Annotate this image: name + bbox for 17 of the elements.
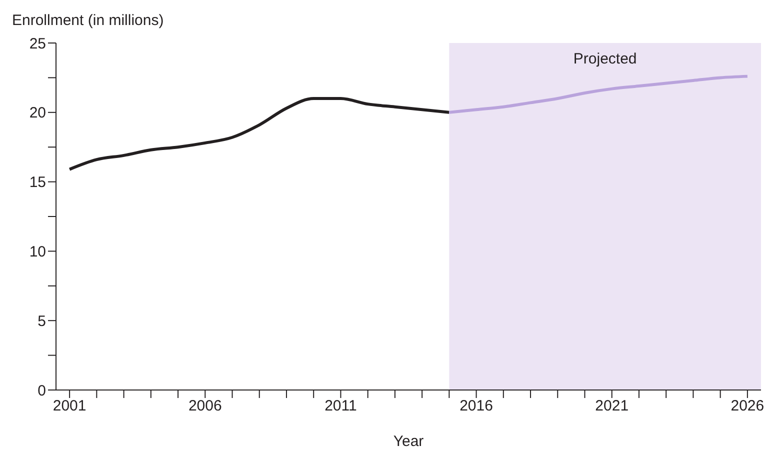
y-tick-label: 25 [29, 35, 46, 52]
line-series [448, 74, 749, 114]
x-tick-label: 2011 [324, 398, 357, 415]
y-tick-label: 5 [38, 312, 46, 330]
x-tick-label: 2001 [52, 398, 86, 415]
y-tick-label: 20 [29, 104, 46, 122]
y-tick-label: 0 [38, 382, 46, 400]
line-series [68, 97, 451, 171]
x-tick-label: 2026 [730, 398, 764, 415]
x-tick-label: 2021 [595, 398, 629, 415]
x-tick-label: 2016 [460, 398, 493, 415]
y-tick-label: 15 [29, 174, 46, 192]
x-tick-label: 2006 [188, 398, 222, 415]
x-axis-title: Year [393, 433, 424, 450]
y-axis-title: Enrollment (in millions) [12, 12, 164, 29]
y-tick-label: 10 [29, 244, 46, 261]
band-label: Projected [573, 50, 637, 68]
